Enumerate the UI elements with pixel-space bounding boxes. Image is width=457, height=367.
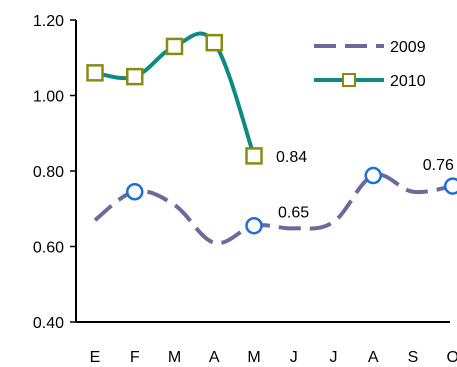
data-point-2010	[205, 33, 223, 52]
legend-label-2010: 2010	[390, 73, 426, 90]
x-tick-label: A	[368, 349, 379, 366]
legend-item-2010: 2010	[314, 73, 426, 90]
x-tick-label: J	[290, 349, 298, 366]
chart-axes	[75, 20, 450, 323]
series-2010	[86, 31, 263, 165]
data-point-2009	[245, 216, 263, 235]
data-point-2010	[126, 67, 144, 86]
series-line-2009	[93, 172, 454, 246]
data-point-2009	[444, 177, 457, 195]
legend-item-2009: 2009	[314, 39, 426, 56]
y-tick-label: 0.60	[33, 240, 64, 257]
legend: 2009 2010	[314, 39, 426, 90]
data-point-2010	[245, 147, 263, 165]
x-tick-label: O	[447, 349, 457, 366]
y-tick-label: 0.80	[33, 164, 64, 181]
data-point-2009	[126, 183, 144, 201]
data-point-2009	[364, 166, 382, 185]
x-tick-label: J	[330, 349, 338, 366]
x-tick-label: M	[168, 349, 181, 366]
x-tick-label: M	[247, 349, 260, 366]
x-tick-label: A	[209, 349, 220, 366]
data-point-2010	[86, 64, 104, 82]
y-axis-ticks: 1.20 1.00 0.80 0.60 0.40	[33, 13, 76, 332]
y-tick-label: 1.00	[33, 89, 64, 106]
data-label: 0.65	[278, 205, 309, 222]
legend-marker-2010	[342, 73, 356, 87]
x-tick-label: F	[130, 349, 140, 366]
y-tick-label: 0.40	[33, 315, 64, 332]
data-labels: 0.84 0.65 0.76	[276, 149, 454, 222]
data-label: 0.84	[276, 149, 307, 166]
series-layer	[86, 31, 457, 246]
x-tick-label: S	[408, 349, 419, 366]
series-2009	[93, 166, 457, 246]
x-tick-label: E	[90, 349, 101, 366]
legend-label-2009: 2009	[390, 39, 426, 56]
data-label: 0.76	[423, 157, 454, 174]
y-tick-label: 1.20	[33, 13, 64, 30]
data-point-2010	[165, 37, 184, 56]
